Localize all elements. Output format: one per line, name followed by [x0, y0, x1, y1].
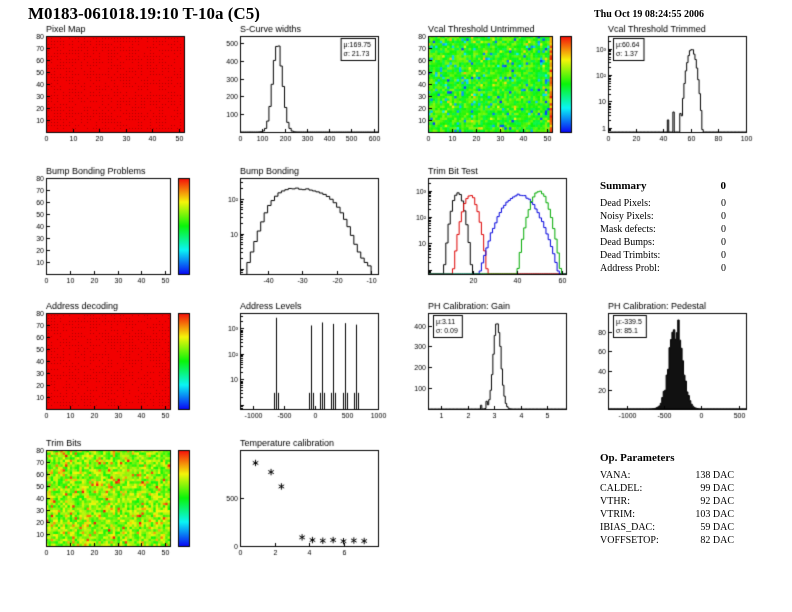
summary-row-value: 0	[721, 224, 726, 235]
op-parameter-label: VANA:	[600, 470, 631, 481]
summary-row-value: 0	[721, 263, 726, 274]
trim-bit-test-plot	[398, 164, 608, 290]
address-decoding-plot	[16, 299, 226, 425]
summary-row: Mask defects: 0	[600, 223, 726, 236]
vcal-threshold-trimmed-plot	[578, 22, 788, 148]
op-parameter-value: 59 DAC	[700, 522, 734, 533]
summary-row-label: Noisy Pixels:	[600, 211, 654, 222]
op-parameter-label: VTHR:	[600, 496, 630, 507]
summary-row-label: Address Probl:	[600, 263, 660, 274]
s-curve-widths-plot	[210, 22, 420, 148]
op-parameter-label: VOFFSETOP:	[600, 535, 659, 546]
vcal-threshold-untrimmed-plot	[398, 22, 608, 148]
summary-row: Address Probl: 0	[600, 262, 726, 275]
op-parameter-row: IBIAS_DAC: 59 DAC	[600, 521, 734, 534]
summary-row-value: 0	[721, 237, 726, 248]
temperature-calibration-plot	[210, 436, 420, 562]
summary-panel: Summary 0 Dead Pixels: 0 Noisy Pixels: 0 M…	[600, 180, 726, 275]
trim-bits-plot	[16, 436, 226, 562]
summary-row: Dead Trimbits: 0	[600, 249, 726, 262]
op-parameter-row: VOFFSETOP: 82 DAC	[600, 534, 734, 547]
op-parameter-value: 138 DAC	[695, 470, 734, 481]
op-parameter-value: 92 DAC	[700, 496, 734, 507]
summary-row: Dead Bumps: 0	[600, 236, 726, 249]
op-parameters-panel: Op. Parameters VANA: 138 DAC CALDEL: 99 DA…	[600, 452, 734, 547]
bump-bonding-problems-plot	[16, 164, 226, 290]
op-parameters-header: Op. Parameters	[600, 452, 734, 464]
summary-row: Dead Pixels: 0	[600, 197, 726, 210]
op-parameter-value: 82 DAC	[700, 535, 734, 546]
op-parameters-title: Op. Parameters	[600, 452, 675, 464]
summary-title: Summary	[600, 180, 647, 192]
summary-row-value: 0	[721, 211, 726, 222]
pixel-map-plot	[16, 22, 226, 148]
address-levels-plot	[210, 299, 420, 425]
summary-row-value: 0	[721, 198, 726, 209]
timestamp: Thu Oct 19 08:24:55 2006	[594, 9, 704, 20]
summary-row: Noisy Pixels: 0	[600, 210, 726, 223]
op-parameter-label: CALDEL:	[600, 483, 643, 494]
summary-row-label: Dead Bumps:	[600, 237, 655, 248]
summary-row-label: Mask defects:	[600, 224, 656, 235]
op-parameter-label: IBIAS_DAC:	[600, 522, 656, 533]
ph-calibration-gain-plot	[398, 299, 608, 425]
summary-total: 0	[720, 180, 727, 192]
op-parameter-label: VTRIM:	[600, 509, 635, 520]
op-parameter-value: 99 DAC	[700, 483, 734, 494]
op-parameter-value: 103 DAC	[695, 509, 734, 520]
op-parameter-row: VTRIM: 103 DAC	[600, 508, 734, 521]
op-parameter-row: CALDEL: 99 DAC	[600, 482, 734, 495]
summary-row-label: Dead Trimbits:	[600, 250, 661, 261]
bump-bonding-plot	[210, 164, 420, 290]
op-parameter-row: VANA: 138 DAC	[600, 469, 734, 482]
ph-calibration-pedestal-plot	[578, 299, 788, 425]
summary-row-value: 0	[721, 250, 726, 261]
summary-header: Summary 0	[600, 180, 726, 192]
summary-row-label: Dead Pixels:	[600, 198, 651, 209]
op-parameter-row: VTHR: 92 DAC	[600, 495, 734, 508]
page-title: M0183-061018.19:10 T-10a (C5)	[28, 4, 260, 23]
